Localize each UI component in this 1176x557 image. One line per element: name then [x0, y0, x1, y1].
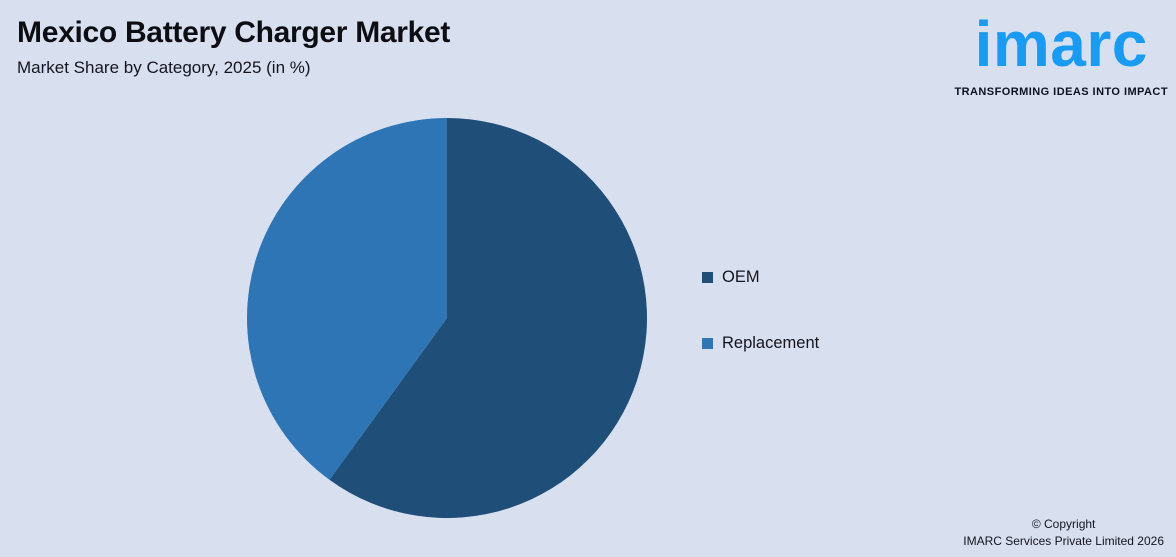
page-title: Mexico Battery Charger Market [17, 16, 451, 49]
chart-legend: OEM Replacement [702, 267, 819, 353]
imarc-logo-tagline: TRANSFORMING IDEAS INTO IMPACT [954, 85, 1168, 98]
legend-item-oem: OEM [702, 267, 819, 287]
pie-slice-oem [329, 118, 647, 518]
legend-item-replacement: Replacement [702, 333, 819, 353]
legend-label-oem: OEM [722, 268, 760, 286]
pie-chart-area [247, 118, 647, 518]
page-subtitle: Market Share by Category, 2025 (in %) [17, 58, 311, 77]
imarc-logo-wordmark: imarc [974, 8, 1148, 80]
legend-swatch-oem [702, 271, 713, 283]
pie-slice-replacement [247, 118, 447, 480]
pie-chart [247, 118, 647, 518]
copyright-notice: © Copyright IMARC Services Private Limit… [963, 516, 1164, 550]
legend-label-replacement: Replacement [722, 334, 820, 352]
copyright-line1: © Copyright [1031, 517, 1096, 531]
legend-swatch-replacement [702, 337, 713, 349]
imarc-logo: imarc TRANSFORMING IDEAS INTO IMPACT [954, 4, 1168, 98]
copyright-line2: IMARC Services Private Limited 2026 [963, 534, 1164, 548]
